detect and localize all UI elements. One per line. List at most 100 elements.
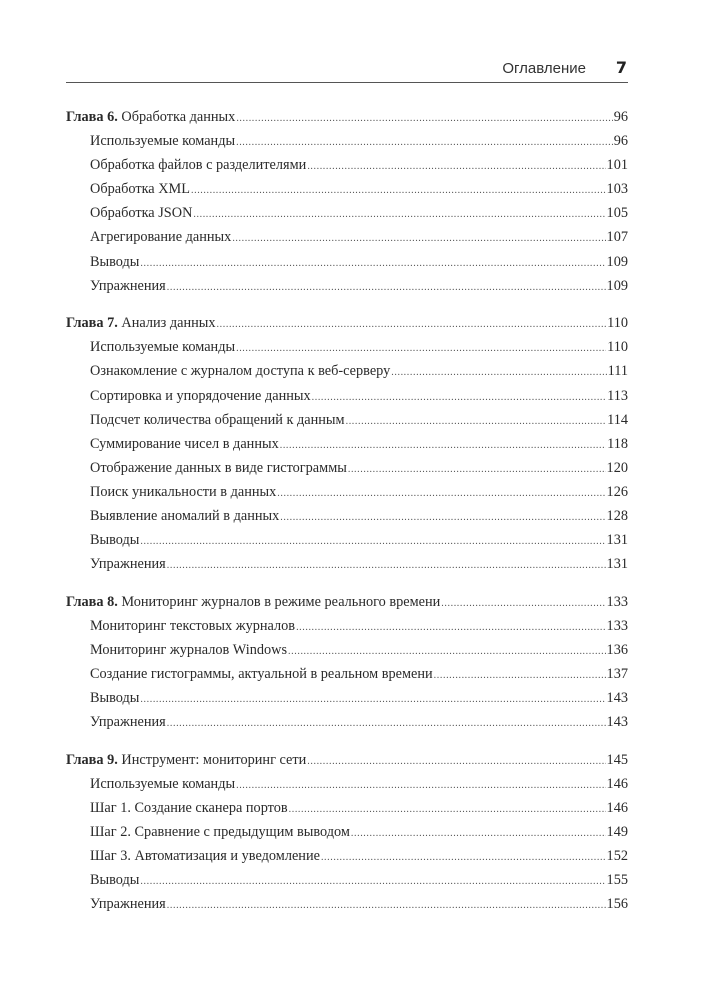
toc-item[interactable]: Подсчет количества обращений к данным 114 bbox=[66, 408, 628, 432]
toc-item[interactable]: Выводы 131 bbox=[66, 528, 628, 552]
toc-item[interactable]: Агрегирование данных 107 bbox=[66, 225, 628, 249]
toc-item[interactable]: Обработка XML 103 bbox=[66, 177, 628, 201]
toc-item-page: 105 bbox=[606, 205, 628, 222]
toc-item-page: 128 bbox=[606, 508, 628, 524]
toc-item-page: 109 bbox=[606, 253, 628, 270]
toc-item[interactable]: Обработка файлов с разделителями 101 bbox=[66, 153, 628, 177]
dot-leader bbox=[236, 107, 612, 131]
dot-leader bbox=[167, 712, 606, 736]
toc-item[interactable]: Выводы 155 bbox=[66, 868, 628, 892]
toc-item[interactable]: Поиск уникальности в данных 126 bbox=[66, 480, 628, 504]
toc-item[interactable]: Упражнения 131 bbox=[66, 552, 628, 576]
toc-item[interactable]: Упражнения 143 bbox=[66, 710, 628, 734]
toc-chapter-row[interactable]: Глава 6. Обработка данных 96 bbox=[66, 105, 628, 129]
dot-leader bbox=[280, 506, 605, 530]
toc-item[interactable]: Упражнения 109 bbox=[66, 274, 628, 298]
toc-item-page: 110 bbox=[607, 339, 628, 356]
toc-item-title: Упражнения bbox=[90, 556, 166, 573]
toc-item[interactable]: Сортировка и упорядочение данных 113 bbox=[66, 384, 628, 408]
toc-item[interactable]: Мониторинг журналов Windows 136 bbox=[66, 638, 628, 662]
chapter-heading: Глава 6. Обработка данных bbox=[66, 105, 235, 129]
dot-leader bbox=[236, 337, 606, 361]
dot-leader bbox=[321, 846, 606, 870]
toc-chapter: Глава 9. Инструмент: мониторинг сети 145 И… bbox=[66, 748, 628, 917]
chapter-prefix: Глава 6. bbox=[66, 109, 118, 125]
dot-leader bbox=[307, 750, 605, 774]
toc-item-page: 126 bbox=[606, 483, 628, 500]
toc-item-page: 136 bbox=[606, 641, 628, 658]
toc-chapter-row[interactable]: Глава 8. Мониторинг журналов в режиме ре… bbox=[66, 590, 628, 614]
dot-leader bbox=[236, 131, 613, 155]
toc-item-title: Мониторинг текстовых журналов bbox=[90, 617, 296, 634]
toc-item-title: Обработка XML bbox=[90, 181, 190, 198]
toc-item[interactable]: Шаг 2. Сравнение с предыдущим выводом 149 bbox=[66, 820, 628, 844]
dot-leader bbox=[289, 798, 606, 822]
toc-item[interactable]: Выводы 109 bbox=[66, 250, 628, 274]
toc-item-title: Упражнения bbox=[90, 714, 166, 731]
dot-leader bbox=[140, 688, 605, 712]
toc-item[interactable]: Выявление аномалий в данных 128 bbox=[66, 504, 628, 528]
toc-item-page: 103 bbox=[606, 181, 628, 198]
toc-item-page: 96 bbox=[613, 133, 628, 150]
toc-item-title: Подсчет количества обращений к данным bbox=[90, 411, 345, 428]
toc-item-page: 109 bbox=[606, 277, 628, 294]
dot-leader bbox=[193, 203, 605, 227]
chapter-page: 110 bbox=[607, 315, 628, 332]
running-header: Оглавление 7 bbox=[66, 58, 628, 83]
dot-leader bbox=[348, 458, 606, 482]
dot-leader bbox=[140, 870, 605, 894]
toc-item-page: 149 bbox=[606, 824, 628, 841]
toc-item[interactable]: Обработка JSON 105 bbox=[66, 201, 628, 225]
toc-item-title: Ознакомление с журналом доступа к веб-се… bbox=[90, 363, 391, 380]
toc-item-page: 131 bbox=[606, 556, 628, 573]
chapter-prefix: Глава 9. bbox=[66, 751, 118, 768]
toc-item[interactable]: Ознакомление с журналом доступа к веб-се… bbox=[66, 359, 628, 383]
toc-item-title: Поиск уникальности в данных bbox=[90, 483, 277, 500]
toc-item[interactable]: Шаг 1. Создание сканера портов 146 bbox=[66, 796, 628, 820]
toc-item[interactable]: Выводы 143 bbox=[66, 686, 628, 710]
toc-item[interactable]: Используемые команды 96 bbox=[66, 129, 628, 153]
chapter-heading: Глава 8. Мониторинг журналов в режиме ре… bbox=[66, 590, 440, 614]
toc-item[interactable]: Создание гистограммы, актуальной в реаль… bbox=[66, 662, 628, 686]
dot-leader bbox=[434, 664, 606, 688]
toc-item-page: 113 bbox=[607, 387, 628, 404]
chapter-title: Мониторинг журналов в режиме реального в… bbox=[121, 593, 441, 610]
chapter-heading: Глава 9. Инструмент: мониторинг сети bbox=[66, 748, 306, 772]
dot-leader bbox=[167, 894, 606, 918]
toc-item-title: Шаг 2. Сравнение с предыдущим выводом bbox=[90, 824, 350, 841]
toc-item-title: Обработка файлов с разделителями bbox=[90, 157, 307, 174]
toc-item[interactable]: Используемые команды 110 bbox=[66, 335, 628, 359]
toc-item[interactable]: Шаг 3. Автоматизация и уведомление 152 bbox=[66, 844, 628, 868]
toc-chapter-row[interactable]: Глава 9. Инструмент: мониторинг сети 145 bbox=[66, 748, 628, 772]
chapter-page: 145 bbox=[606, 751, 628, 768]
header-title: Оглавление bbox=[502, 60, 586, 77]
toc-item-title: Агрегирование данных bbox=[90, 229, 232, 246]
dot-leader bbox=[346, 410, 606, 434]
dot-leader bbox=[280, 434, 606, 458]
toc-item-title: Сортировка и упорядочение данных bbox=[90, 387, 311, 404]
toc-item-page: 152 bbox=[606, 848, 628, 865]
toc-item-title: Выводы bbox=[90, 872, 140, 889]
toc-item[interactable]: Используемые команды 146 bbox=[66, 772, 628, 796]
toc-item-title: Выводы bbox=[90, 253, 140, 270]
toc-item-page: 131 bbox=[606, 532, 628, 549]
toc-item[interactable]: Отображение данных в виде гистограммы 120 bbox=[66, 456, 628, 480]
toc-item-page: 114 bbox=[607, 411, 628, 428]
toc-item-title: Выявление аномалий в данных bbox=[90, 508, 280, 524]
toc-item-title: Отображение данных в виде гистограммы bbox=[90, 459, 347, 476]
toc-item[interactable]: Мониторинг текстовых журналов 133 bbox=[66, 614, 628, 638]
toc-item[interactable]: Упражнения 156 bbox=[66, 892, 628, 916]
toc-item-page: 101 bbox=[606, 157, 628, 174]
dot-leader bbox=[236, 774, 605, 798]
toc-item-page: 118 bbox=[607, 435, 628, 452]
toc-item-title: Мониторинг журналов Windows bbox=[90, 641, 288, 658]
chapter-prefix: Глава 7. bbox=[66, 315, 118, 332]
toc-item-page: 155 bbox=[606, 872, 628, 889]
toc-item-title: Суммирование чисел в данных bbox=[90, 435, 279, 452]
toc-chapter-row[interactable]: Глава 7. Анализ данных 110 bbox=[66, 311, 628, 335]
toc-item[interactable]: Суммирование чисел в данных 118 bbox=[66, 432, 628, 456]
dot-leader bbox=[312, 386, 606, 410]
dot-leader bbox=[191, 179, 606, 203]
toc-item-title: Используемые команды bbox=[90, 339, 236, 356]
toc-item-page: 137 bbox=[606, 666, 628, 683]
